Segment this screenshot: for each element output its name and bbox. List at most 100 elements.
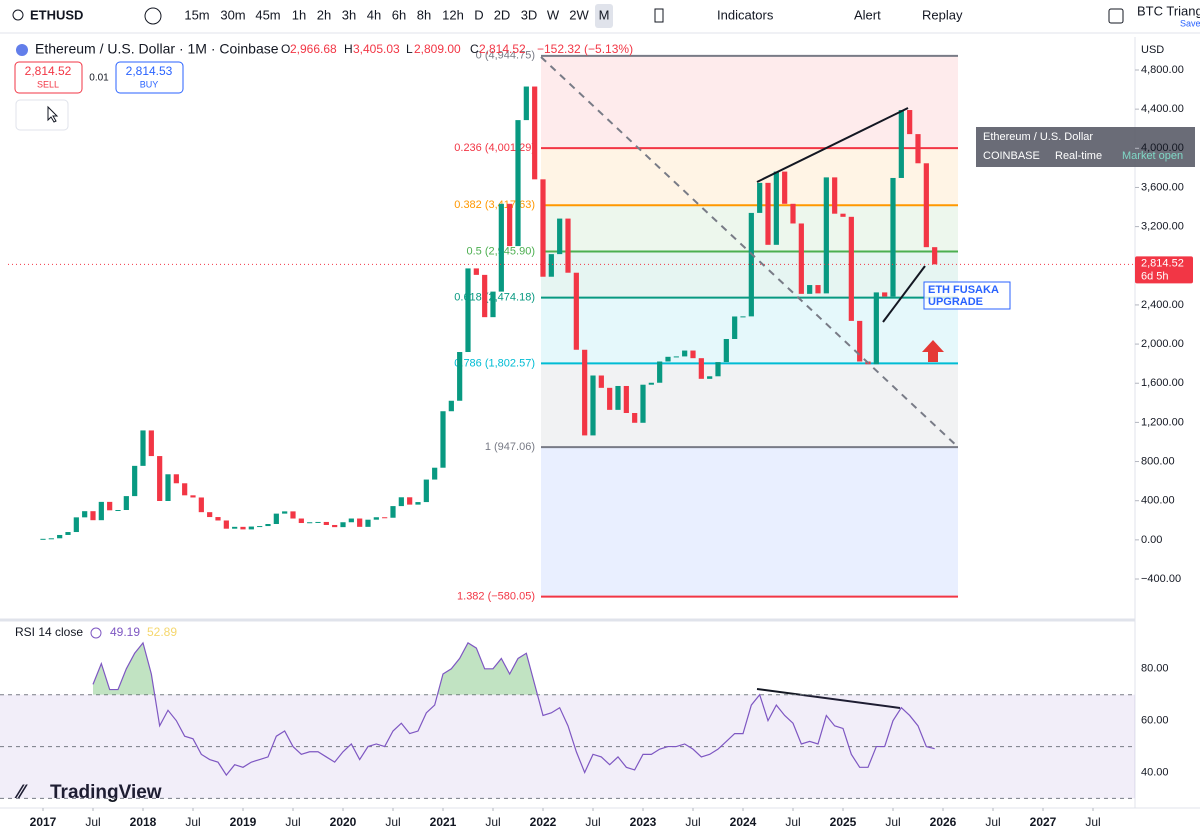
indicators-button[interactable]: Indicators xyxy=(717,7,774,22)
interval-button[interactable]: 2W xyxy=(569,7,589,22)
replay-button[interactable]: Replay xyxy=(922,7,963,22)
spread: 0.01 xyxy=(89,73,109,84)
legend-label: L xyxy=(406,42,413,56)
interval-button[interactable]: 8h xyxy=(417,7,431,22)
currency[interactable]: USD xyxy=(1141,44,1164,56)
candle-body xyxy=(207,512,213,518)
candle-body xyxy=(240,526,246,530)
candle-body xyxy=(323,521,329,525)
interval-button[interactable]: 45m xyxy=(255,7,280,22)
candle-body xyxy=(448,400,454,412)
x-tick-label: 2022 xyxy=(530,815,557,829)
layout-checkbox[interactable] xyxy=(1108,8,1124,24)
cursor-icon[interactable] xyxy=(47,105,59,123)
fib-band xyxy=(541,148,958,206)
candle-body xyxy=(432,467,438,480)
eth-icon xyxy=(16,44,28,56)
candle-body xyxy=(815,285,821,294)
sell-price[interactable]: 2,814.52 xyxy=(25,64,72,78)
candle-body xyxy=(440,411,446,468)
compare-button[interactable] xyxy=(144,7,162,25)
buy-price[interactable]: 2,814.53 xyxy=(126,64,173,78)
candle-body xyxy=(157,456,163,501)
candle-body xyxy=(915,134,921,164)
layout-name[interactable]: BTC Triang xyxy=(1137,3,1200,18)
drawing-tools[interactable] xyxy=(15,99,69,131)
sell-button[interactable] xyxy=(14,61,83,94)
candle-body xyxy=(132,465,138,497)
candle-body xyxy=(932,247,938,265)
interval-button[interactable]: 15m xyxy=(184,7,209,22)
candle-body xyxy=(857,320,863,362)
candle-body xyxy=(298,518,304,524)
fib-trend-line xyxy=(540,56,959,448)
candle-body xyxy=(698,358,704,379)
rsi-tick-label: 40.00 xyxy=(1141,766,1169,778)
rsi-trend-line xyxy=(756,688,901,709)
candle-body xyxy=(148,430,154,457)
interval-button[interactable]: 2D xyxy=(494,7,511,22)
rsi-overbought-fill xyxy=(93,642,538,695)
interval-button[interactable]: 4h xyxy=(367,7,381,22)
fib-label: 0 (4,944.75) xyxy=(476,50,535,62)
candle-body xyxy=(890,177,896,297)
tooltip-feed: Real-time xyxy=(1055,150,1102,162)
candle-body xyxy=(832,177,838,214)
candle-body xyxy=(882,292,888,297)
interval-button[interactable]: W xyxy=(547,7,560,22)
rsi-settings[interactable] xyxy=(90,627,102,639)
trend-line xyxy=(756,107,909,183)
candle-body xyxy=(823,177,829,294)
candle-body xyxy=(565,218,571,273)
interval-button[interactable]: 12h xyxy=(442,7,464,22)
candle-body xyxy=(190,495,196,498)
candle-body xyxy=(782,171,788,204)
y-tick-label: 0.00 xyxy=(1141,534,1162,546)
interval-button[interactable]: 3D xyxy=(521,7,538,22)
legend-label: H xyxy=(344,42,353,56)
y-tick-label: 2,000.00 xyxy=(1141,338,1184,350)
rsi-title: RSI 14 close xyxy=(15,625,83,639)
interval-button[interactable]: 1h xyxy=(292,7,306,22)
candle-body xyxy=(648,382,654,385)
search-icon[interactable] xyxy=(12,9,24,21)
x-tick-label: Jul xyxy=(1085,815,1100,829)
interval-button[interactable]: D xyxy=(474,7,483,22)
alert-button[interactable]: Alert xyxy=(854,7,881,22)
y-tick-label: 1,600.00 xyxy=(1141,377,1184,389)
tooltip-title: Ethereum / U.S. Dollar xyxy=(983,131,1093,143)
candle-body xyxy=(223,520,229,529)
tooltip-status: Market open xyxy=(1122,150,1183,162)
candle-body xyxy=(840,213,846,217)
candle-body xyxy=(573,272,579,350)
candle-body xyxy=(690,350,696,359)
buy-label[interactable]: BUY xyxy=(140,79,159,89)
interval-button[interactable]: M xyxy=(599,7,610,22)
candle-body xyxy=(123,496,129,511)
candle-body xyxy=(490,291,496,318)
interval-button[interactable]: 3h xyxy=(342,7,356,22)
candle-body xyxy=(748,212,754,317)
sell-label[interactable]: SELL xyxy=(37,79,59,89)
interval-button[interactable]: 6h xyxy=(392,7,406,22)
rsi-ma-value: 52.89 xyxy=(147,625,177,639)
buy-button[interactable] xyxy=(115,61,184,94)
candle-body xyxy=(357,518,363,527)
x-tick-label: 2024 xyxy=(730,815,757,829)
x-tick-label: 2023 xyxy=(630,815,657,829)
chart-type-icon[interactable] xyxy=(654,8,664,23)
interval-button[interactable]: 30m xyxy=(220,7,245,22)
x-tick-label: 2021 xyxy=(430,815,457,829)
candle-body xyxy=(807,285,813,294)
candle-body xyxy=(532,86,538,180)
candle-body xyxy=(107,501,113,511)
x-tick-label: Jul xyxy=(185,815,200,829)
x-tick-label: 2018 xyxy=(130,815,157,829)
candle-body xyxy=(615,385,621,410)
symbol[interactable]: ETHUSD xyxy=(30,7,83,22)
save-button[interactable]: Save xyxy=(1180,18,1200,28)
candle-body xyxy=(365,519,371,527)
interval-button[interactable]: 2h xyxy=(317,7,331,22)
candle-body xyxy=(407,497,413,505)
